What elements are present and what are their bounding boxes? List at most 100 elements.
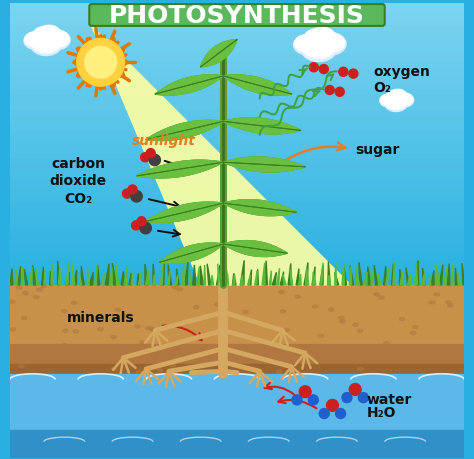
Polygon shape <box>374 265 378 285</box>
Polygon shape <box>175 275 178 285</box>
Ellipse shape <box>152 364 157 368</box>
Bar <box>10 116 464 123</box>
Bar <box>10 95 464 102</box>
Polygon shape <box>189 270 191 285</box>
Polygon shape <box>88 267 89 285</box>
Polygon shape <box>465 264 469 285</box>
Ellipse shape <box>380 95 397 108</box>
Polygon shape <box>153 264 155 285</box>
Polygon shape <box>168 265 172 285</box>
Polygon shape <box>350 266 354 285</box>
Polygon shape <box>95 265 97 285</box>
Polygon shape <box>18 267 20 285</box>
Polygon shape <box>356 269 360 285</box>
Ellipse shape <box>447 304 453 307</box>
Ellipse shape <box>295 296 301 298</box>
Ellipse shape <box>43 30 64 45</box>
Ellipse shape <box>63 330 68 333</box>
Polygon shape <box>146 203 223 223</box>
Ellipse shape <box>327 400 338 411</box>
Polygon shape <box>248 270 252 285</box>
Polygon shape <box>240 261 244 285</box>
Polygon shape <box>349 267 352 285</box>
Polygon shape <box>335 263 337 285</box>
Ellipse shape <box>77 39 125 87</box>
Polygon shape <box>400 272 403 285</box>
Polygon shape <box>335 273 339 285</box>
Polygon shape <box>109 268 112 285</box>
Ellipse shape <box>353 324 358 327</box>
Polygon shape <box>429 275 431 285</box>
Polygon shape <box>280 272 283 285</box>
Ellipse shape <box>98 328 103 331</box>
Text: carbon
dioxide
CO₂: carbon dioxide CO₂ <box>49 157 107 205</box>
Ellipse shape <box>339 68 348 77</box>
Polygon shape <box>79 275 82 285</box>
Polygon shape <box>146 203 223 223</box>
Polygon shape <box>137 161 223 179</box>
Ellipse shape <box>62 310 67 313</box>
Ellipse shape <box>30 349 36 353</box>
Polygon shape <box>364 272 367 285</box>
Polygon shape <box>217 265 220 285</box>
Ellipse shape <box>44 31 70 50</box>
Ellipse shape <box>137 217 146 226</box>
FancyBboxPatch shape <box>89 5 385 27</box>
Ellipse shape <box>385 355 391 358</box>
Ellipse shape <box>131 191 142 202</box>
Ellipse shape <box>146 327 151 330</box>
Polygon shape <box>116 265 118 285</box>
Polygon shape <box>431 270 434 285</box>
Polygon shape <box>306 269 309 285</box>
Ellipse shape <box>41 285 46 288</box>
Ellipse shape <box>374 293 380 297</box>
Polygon shape <box>201 40 237 67</box>
Ellipse shape <box>372 358 378 361</box>
Bar <box>10 235 464 243</box>
Polygon shape <box>269 271 272 285</box>
Bar <box>10 10 464 18</box>
Ellipse shape <box>85 47 117 79</box>
Ellipse shape <box>137 371 142 374</box>
Bar <box>10 186 464 194</box>
Polygon shape <box>223 119 301 134</box>
Polygon shape <box>167 271 170 285</box>
Polygon shape <box>378 274 381 285</box>
Polygon shape <box>105 264 109 285</box>
Polygon shape <box>223 119 301 134</box>
Ellipse shape <box>73 330 78 333</box>
Ellipse shape <box>381 95 397 106</box>
Ellipse shape <box>146 149 155 158</box>
Ellipse shape <box>170 364 175 367</box>
Polygon shape <box>29 268 32 285</box>
Bar <box>10 73 464 82</box>
Polygon shape <box>193 265 196 285</box>
Polygon shape <box>155 76 223 96</box>
Ellipse shape <box>44 29 63 43</box>
Bar <box>10 158 464 166</box>
Ellipse shape <box>34 28 55 42</box>
Ellipse shape <box>214 303 220 306</box>
Ellipse shape <box>17 286 22 290</box>
Bar <box>10 60 464 67</box>
Ellipse shape <box>335 88 344 97</box>
Polygon shape <box>371 270 374 285</box>
Polygon shape <box>444 268 447 285</box>
Ellipse shape <box>301 37 337 62</box>
Ellipse shape <box>125 314 130 318</box>
Ellipse shape <box>308 28 336 49</box>
Polygon shape <box>283 275 286 285</box>
Ellipse shape <box>27 345 33 348</box>
Ellipse shape <box>420 353 425 356</box>
Polygon shape <box>7 269 10 285</box>
Ellipse shape <box>319 65 328 74</box>
Polygon shape <box>368 267 371 285</box>
Ellipse shape <box>193 306 199 309</box>
Ellipse shape <box>243 311 248 314</box>
Ellipse shape <box>140 223 151 234</box>
Ellipse shape <box>45 31 69 48</box>
Polygon shape <box>457 271 460 285</box>
Ellipse shape <box>62 344 67 347</box>
Bar <box>10 24 464 32</box>
Ellipse shape <box>30 34 62 56</box>
